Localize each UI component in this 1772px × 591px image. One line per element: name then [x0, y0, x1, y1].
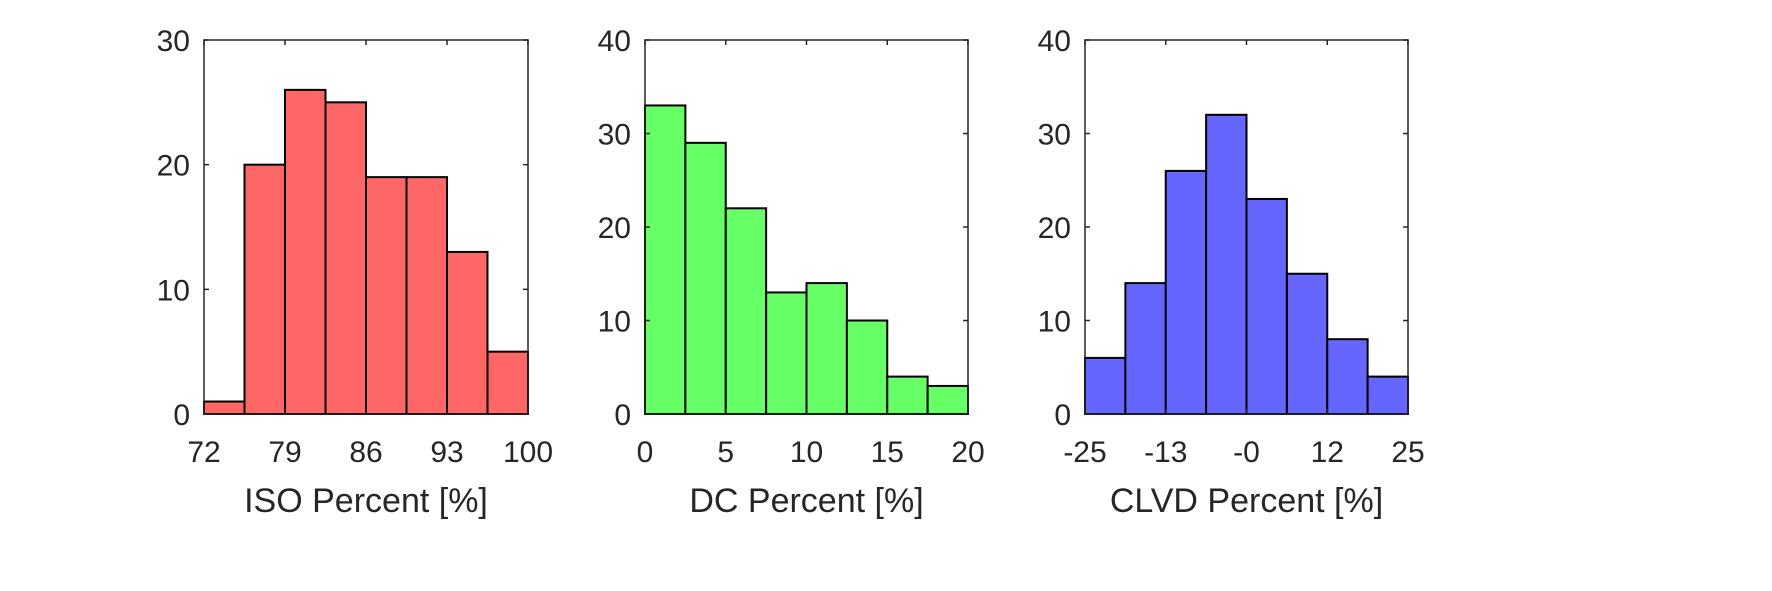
- clvd-x-tick-label-4: 25: [1391, 436, 1424, 469]
- iso-x-tick-label-2: 86: [349, 436, 382, 469]
- clvd-bar-7: [1366, 375, 1409, 416]
- dc-bar-1: [684, 141, 727, 415]
- iso-bar-1: [243, 163, 286, 415]
- clvd-y-tick-label-1: 10: [1038, 306, 1071, 339]
- clvd-y-tick-label-4: 40: [1038, 25, 1071, 58]
- iso-x-axis-title: ISO Percent [%]: [244, 482, 488, 520]
- dc-bar-2: [724, 207, 768, 415]
- clvd-x-tick-label-1: -13: [1144, 436, 1187, 469]
- dc-x-tick-label-1: 5: [717, 436, 734, 469]
- clvd-bar-4: [1245, 197, 1288, 415]
- dc-bar-7: [926, 384, 969, 416]
- iso-y-tick-label-3: 30: [157, 25, 190, 58]
- iso-bar-3: [324, 101, 367, 415]
- dc-bar-5: [845, 319, 889, 415]
- dc-x-tick-label-0: 0: [637, 436, 654, 469]
- iso-x-tick-label-4: 100: [503, 436, 553, 469]
- clvd-histogram-panel: -25 -13 -0 12 25 0 10 20 30 40 CLVD Percent [%]: [1038, 25, 1425, 520]
- iso-y-tick-label-0: 0: [173, 399, 190, 432]
- clvd-y-tick-label-0: 0: [1054, 399, 1071, 432]
- clvd-y-tick-label-2: 20: [1038, 212, 1071, 245]
- clvd-bar-5: [1285, 272, 1329, 415]
- iso-bar-5: [405, 176, 448, 415]
- dc-y-tick-label-0: 0: [614, 399, 631, 432]
- dc-bar-3: [765, 291, 808, 416]
- clvd-x-tick-label-2: -0: [1233, 436, 1260, 469]
- iso-x-tick-label-0: 72: [187, 436, 220, 469]
- clvd-x-tick-label-3: 12: [1311, 436, 1344, 469]
- dc-y-tick-label-2: 20: [598, 212, 631, 245]
- dc-x-axis-title: DC Percent [%]: [689, 482, 923, 520]
- clvd-bar-6: [1326, 338, 1369, 416]
- clvd-bar-1: [1124, 282, 1167, 415]
- iso-x-tick-label-3: 93: [430, 436, 463, 469]
- dc-x-tick-label-3: 15: [871, 436, 904, 469]
- iso-x-tick-label-1: 79: [268, 436, 301, 469]
- iso-bar-6: [446, 250, 489, 415]
- iso-bar-2: [284, 88, 327, 415]
- clvd-x-tick-label-0: -25: [1063, 436, 1106, 469]
- clvd-y-tick-label-3: 30: [1038, 119, 1071, 152]
- iso-bar-0: [203, 400, 246, 415]
- dc-x-tick-label-4: 20: [951, 436, 984, 469]
- clvd-bar-0: [1084, 356, 1127, 415]
- iso-y-tick-label-1: 10: [157, 274, 190, 307]
- dc-bar-0: [644, 104, 687, 415]
- dc-bar-6: [886, 375, 929, 416]
- clvd-bar-3: [1205, 113, 1248, 416]
- iso-bar-7: [486, 350, 529, 415]
- clvd-x-axis-title: CLVD Percent [%]: [1110, 482, 1383, 520]
- dc-histogram-panel: 0 5 10 15 20 0 10 20 30 40 DC Percent [%]: [598, 25, 985, 520]
- dc-y-tick-label-4: 40: [598, 25, 631, 58]
- dc-y-tick-label-1: 10: [598, 306, 631, 339]
- dc-y-tick-label-3: 30: [598, 119, 631, 152]
- dc-x-tick-label-2: 10: [790, 436, 823, 469]
- dc-bar-4: [805, 282, 848, 415]
- clvd-bar-2: [1164, 169, 1208, 415]
- iso-y-tick-label-2: 20: [157, 150, 190, 183]
- iso-bar-4: [365, 176, 408, 415]
- iso-histogram-panel: 72 79 86 93 100 0 10 20 30 ISO Percent [%]: [157, 25, 553, 520]
